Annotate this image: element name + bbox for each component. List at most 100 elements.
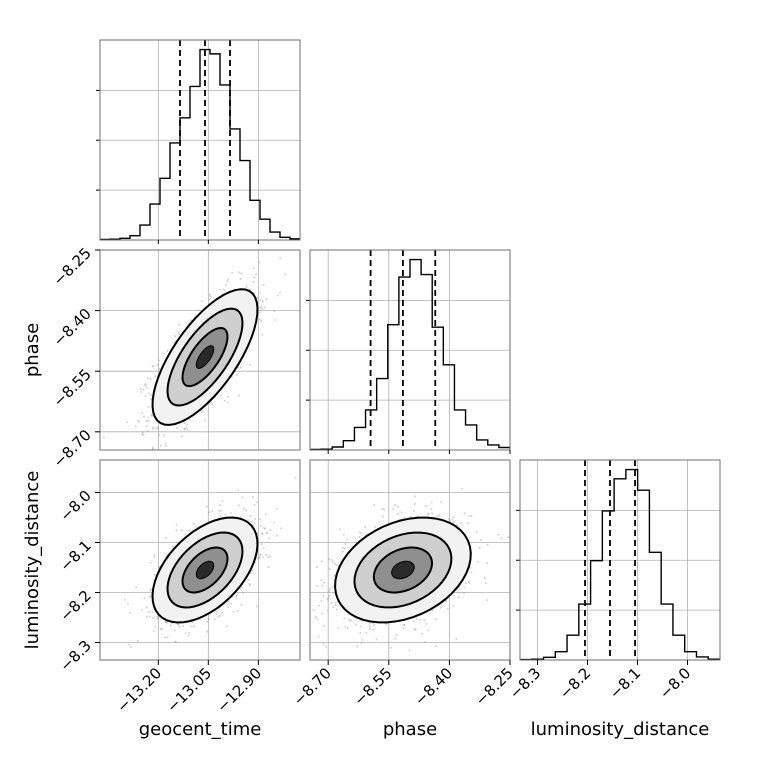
sample-point <box>479 539 482 542</box>
sample-point <box>226 401 229 404</box>
sample-point <box>263 306 266 309</box>
sample-point <box>143 415 146 418</box>
sample-point <box>247 578 250 581</box>
sample-point <box>322 594 325 597</box>
sample-point <box>218 509 221 512</box>
sample-point <box>423 618 426 621</box>
sample-point <box>227 606 230 609</box>
sample-point <box>191 457 193 459</box>
sample-point <box>238 504 241 507</box>
sample-point <box>171 545 174 548</box>
xtick-label: −8.2 <box>556 664 594 702</box>
sample-point <box>361 639 364 642</box>
sample-point <box>150 397 153 400</box>
sample-point <box>149 561 152 564</box>
sample-point <box>235 594 238 597</box>
xtick-label: −8.0 <box>656 664 694 702</box>
sample-point <box>326 609 329 612</box>
sample-point <box>426 513 429 516</box>
sample-point <box>129 645 132 648</box>
xtick-label: −8.55 <box>350 664 395 709</box>
sample-point <box>402 627 405 630</box>
sample-point <box>209 295 212 298</box>
sample-point <box>151 611 154 614</box>
sample-point <box>148 610 151 613</box>
sample-point <box>348 618 351 621</box>
sample-point <box>316 566 319 569</box>
sample-point <box>359 632 362 635</box>
sample-point <box>141 412 144 415</box>
sample-point <box>187 634 190 637</box>
sample-point <box>153 573 156 576</box>
panel-frame <box>99 459 301 661</box>
sample-point <box>219 515 222 518</box>
sample-point <box>262 556 265 559</box>
sample-point <box>158 359 161 362</box>
panel-frame <box>99 39 301 241</box>
sample-point <box>188 529 191 532</box>
sample-point <box>125 421 128 424</box>
sample-point <box>463 592 466 595</box>
histogram-luminosity_distance <box>520 468 720 660</box>
sample-point <box>394 637 397 640</box>
sample-point <box>147 416 150 419</box>
sample-point <box>483 576 486 579</box>
sample-point <box>150 414 153 417</box>
sample-point <box>219 288 222 291</box>
sample-point <box>327 594 330 597</box>
sample-point <box>463 586 466 589</box>
sample-point <box>183 533 186 536</box>
sample-point <box>258 518 261 521</box>
sample-point <box>275 507 278 510</box>
sample-point <box>153 457 155 459</box>
sample-point <box>156 363 159 366</box>
sample-point <box>346 626 349 629</box>
sample-point <box>157 425 160 428</box>
sample-point <box>369 625 372 628</box>
sample-point <box>261 532 264 535</box>
sample-point <box>180 435 183 438</box>
sample-point <box>241 586 244 589</box>
sample-point <box>145 425 148 428</box>
sample-point <box>174 335 177 338</box>
sample-point <box>261 333 264 336</box>
sample-point <box>160 452 162 454</box>
sample-point <box>149 595 152 598</box>
sample-point <box>507 536 510 539</box>
sample-point <box>312 609 315 612</box>
sample-point <box>249 572 252 575</box>
sample-point <box>184 632 187 635</box>
sample-point <box>188 631 191 634</box>
sample-point <box>368 627 371 630</box>
sample-point <box>446 607 449 610</box>
ytick-label: −8.25 <box>50 244 95 289</box>
ylabel-phase: phase <box>22 323 43 377</box>
xlabel-geocent_time: geocent_time <box>139 719 262 740</box>
sample-point <box>236 610 239 613</box>
sample-point <box>358 536 361 539</box>
sample-point <box>201 409 204 412</box>
sample-point <box>400 511 403 514</box>
sample-point <box>452 516 455 519</box>
sample-point <box>463 512 466 515</box>
sample-point <box>460 522 463 525</box>
sample-point <box>148 392 151 395</box>
sample-point <box>224 513 227 516</box>
xtick-label: −13.05 <box>163 664 215 716</box>
sample-point <box>237 489 240 492</box>
sample-point <box>230 602 233 605</box>
sample-point <box>249 363 252 366</box>
sample-point <box>435 618 438 621</box>
sample-point <box>183 421 186 424</box>
sample-point <box>189 319 192 322</box>
sample-point <box>252 267 255 270</box>
sample-point <box>156 615 159 618</box>
sample-point <box>151 427 154 430</box>
sample-point <box>250 520 253 523</box>
sample-point <box>257 557 260 560</box>
sample-point <box>221 611 224 614</box>
sample-point <box>322 642 325 645</box>
sample-point <box>262 546 265 549</box>
sample-point <box>163 434 166 437</box>
sample-point <box>267 556 270 559</box>
